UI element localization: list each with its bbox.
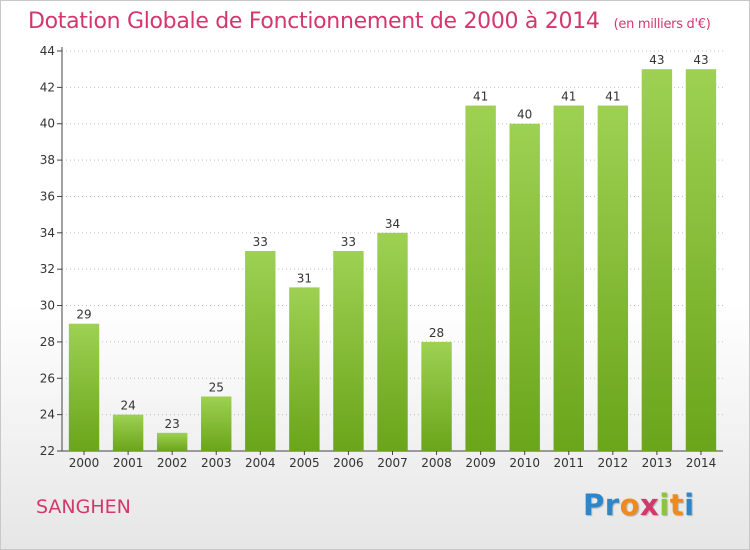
bar-2005 — [289, 287, 320, 451]
y-tick-label: 36 — [40, 189, 55, 203]
logo-letter: i — [684, 488, 695, 522]
data-label: 25 — [209, 380, 224, 394]
data-label: 41 — [605, 90, 620, 104]
x-tick-label: 2003 — [201, 456, 232, 470]
logo-letter: x — [640, 488, 660, 522]
data-label: 41 — [561, 90, 576, 104]
data-label: 40 — [517, 108, 532, 122]
bar-2000 — [68, 323, 100, 451]
y-tick-label: 24 — [40, 408, 55, 422]
x-tick-label: 2004 — [245, 456, 276, 470]
bar-2014 — [685, 69, 717, 451]
x-tick-label: 2014 — [686, 456, 717, 470]
bar-2009 — [465, 105, 496, 451]
y-tick-label: 30 — [40, 299, 55, 313]
bar-2002 — [156, 432, 188, 451]
x-tick-label: 2013 — [642, 456, 673, 470]
data-label: 34 — [385, 217, 400, 231]
bar-2011 — [553, 105, 584, 451]
x-tick-label: 2006 — [333, 456, 364, 470]
data-label: 24 — [120, 399, 135, 413]
x-tick-label: 2001 — [113, 456, 144, 470]
logo-letter: r — [604, 488, 620, 522]
bar-2008 — [421, 341, 452, 451]
chart-title-text: Dotation Globale de Fonctionnement de 20… — [28, 9, 600, 34]
logo-letter: i — [659, 488, 670, 522]
chart-subtitle: (en milliers d'€) — [613, 17, 711, 32]
bar-2007 — [377, 232, 408, 451]
y-tick-label: 26 — [40, 371, 55, 385]
data-label: 33 — [253, 235, 268, 249]
data-label: 23 — [165, 417, 180, 431]
y-tick-label: 40 — [40, 117, 55, 131]
data-label: 43 — [649, 53, 664, 67]
chart-title: Dotation Globale de Fonctionnement de 20… — [28, 9, 711, 34]
bar-2010 — [509, 123, 540, 452]
data-label: 28 — [429, 326, 444, 340]
y-tick-label: 34 — [40, 226, 55, 240]
x-tick-label: 2010 — [509, 456, 540, 470]
data-label: 29 — [76, 308, 91, 322]
logo-letter: P — [583, 488, 605, 522]
y-tick-label: 44 — [40, 44, 55, 58]
y-tick-label: 22 — [40, 444, 55, 458]
x-tick-label: 2012 — [598, 456, 629, 470]
bar-2013 — [641, 69, 673, 451]
bar-2012 — [597, 105, 629, 451]
x-tick-label: 2011 — [553, 456, 584, 470]
x-tick-label: 2000 — [69, 456, 100, 470]
data-label: 43 — [693, 53, 708, 67]
proxiti-logo: Proxiti — [583, 488, 695, 522]
logo-letter: o — [619, 488, 641, 522]
x-tick-label: 2002 — [157, 456, 188, 470]
y-tick-label: 38 — [40, 153, 55, 167]
y-tick-label: 32 — [40, 262, 55, 276]
commune-name: SANGHEN — [36, 496, 131, 518]
logo-letter: t — [669, 488, 685, 522]
y-tick-label: 42 — [40, 80, 55, 94]
x-tick-label: 2005 — [289, 456, 320, 470]
bar-2001 — [112, 414, 144, 451]
bar-2004 — [245, 251, 276, 451]
bar-2006 — [333, 251, 364, 451]
y-tick-label: 28 — [40, 335, 55, 349]
x-tick-label: 2009 — [465, 456, 496, 470]
bar-2003 — [201, 396, 232, 451]
data-label: 31 — [297, 271, 312, 285]
data-label: 41 — [473, 90, 488, 104]
data-label: 33 — [341, 235, 356, 249]
x-tick-label: 2007 — [377, 456, 408, 470]
x-tick-label: 2008 — [421, 456, 452, 470]
